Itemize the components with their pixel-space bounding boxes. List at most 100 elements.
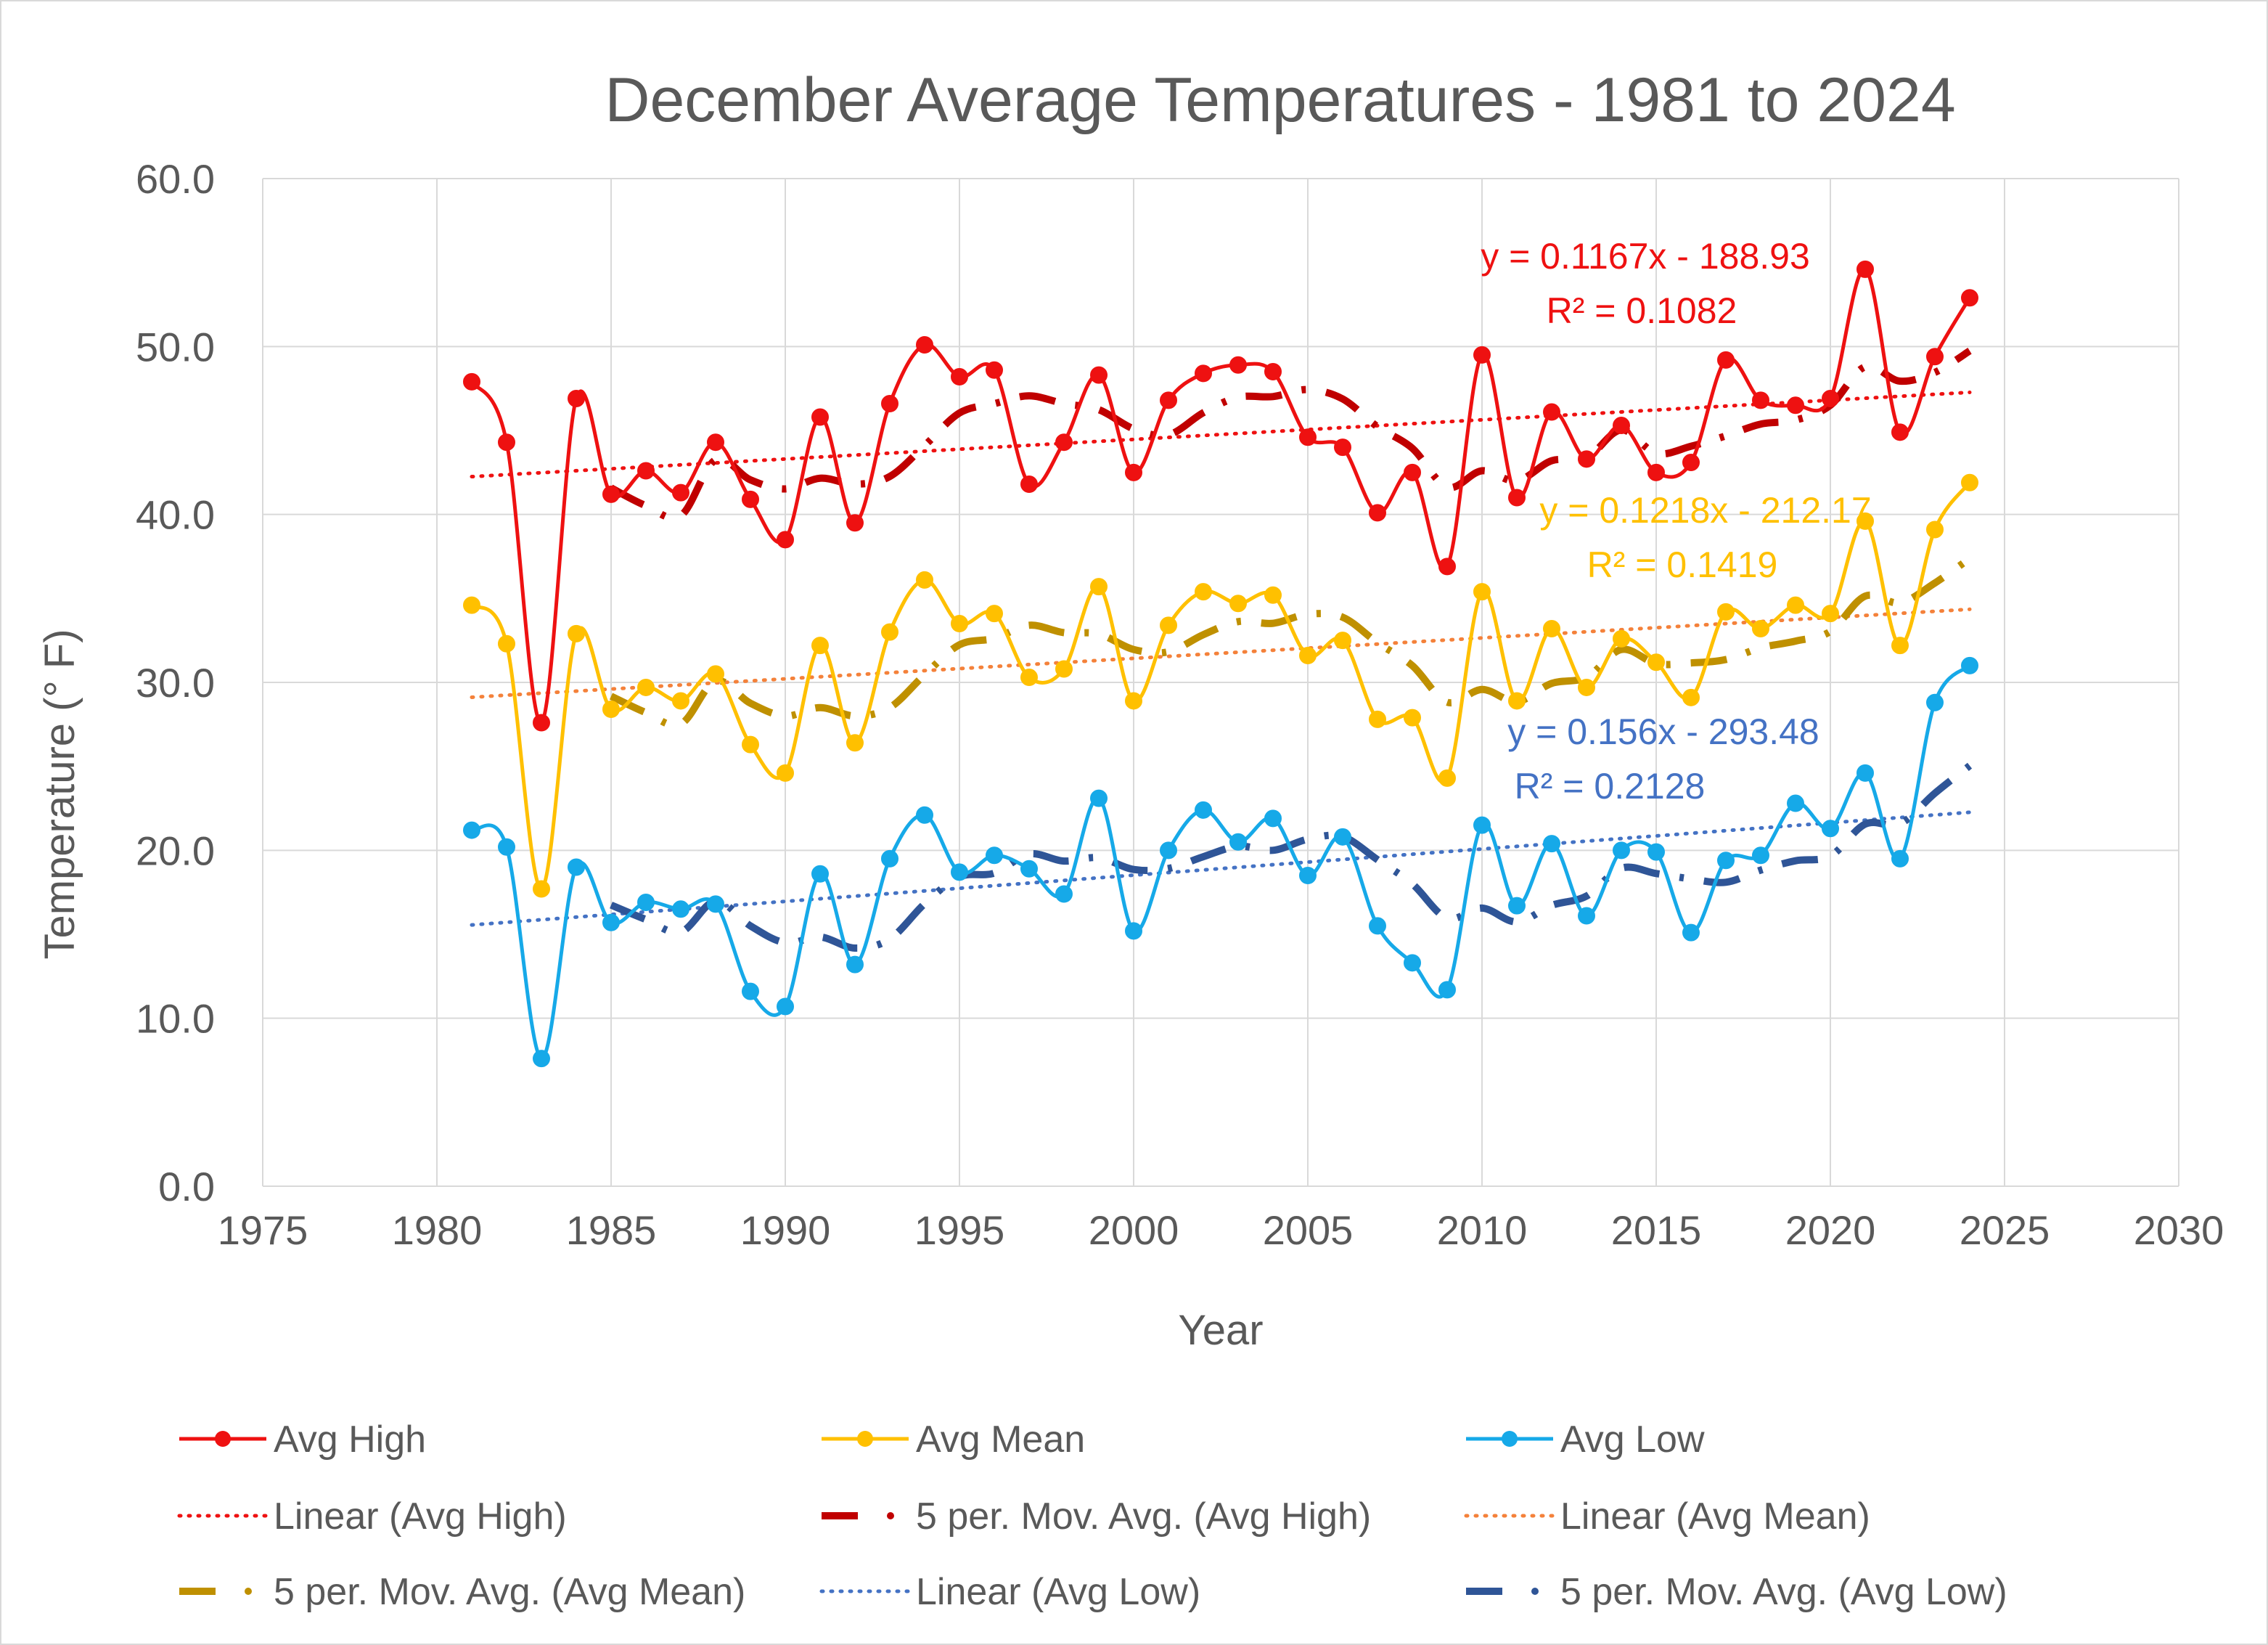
data-point-avg-low-1984	[568, 858, 585, 876]
data-point-avg-high-2004	[1264, 363, 1282, 381]
data-point-avg-low-2023	[1926, 693, 1944, 711]
data-point-avg-low-2018	[1752, 846, 1769, 865]
data-point-avg-mean-2007	[1369, 710, 1386, 728]
moving-average-5-per-mov-avg-avg-high	[609, 348, 1972, 522]
data-point-avg-mean-1997	[1020, 669, 1038, 687]
data-point-avg-mean-2003	[1229, 595, 1247, 613]
legend-label: Avg Low	[1560, 1419, 1705, 1461]
y-tick-label: 20.0	[136, 828, 215, 873]
data-series	[463, 260, 1978, 1068]
data-point-avg-high-2003	[1229, 356, 1247, 374]
data-point-avg-high-2005	[1299, 428, 1317, 446]
y-tick-label: 40.0	[136, 492, 215, 538]
data-point-avg-high-2006	[1334, 438, 1351, 457]
data-point-avg-high-2007	[1369, 504, 1386, 522]
data-point-avg-high-1986	[637, 462, 655, 480]
data-point-avg-low-1990	[777, 997, 794, 1016]
data-point-avg-high-2001	[1160, 391, 1177, 409]
x-tick-label: 2010	[1437, 1207, 1528, 1253]
y-tick-label: 10.0	[136, 996, 215, 1042]
x-tick-label: 1980	[392, 1207, 483, 1253]
data-point-avg-low-2002	[1195, 801, 1212, 819]
y-tick-label: 50.0	[136, 324, 215, 370]
legend-item-5-per-mov-avg-avg-low: 5 per. Mov. Avg. (Avg Low)	[1466, 1571, 2007, 1613]
legend-item-5-per-mov-avg-avg-high: 5 per. Mov. Avg. (Avg High)	[822, 1495, 1371, 1538]
data-point-avg-high-1999	[1090, 366, 1108, 384]
data-point-avg-high-1995	[951, 367, 968, 385]
data-point-avg-low-2003	[1229, 833, 1247, 851]
data-point-avg-mean-2004	[1264, 586, 1282, 604]
data-point-avg-mean-2009	[1438, 769, 1456, 787]
legend-item-avg-high: Avg High	[179, 1419, 426, 1461]
data-point-avg-low-1993	[881, 849, 898, 868]
data-point-avg-mean-2005	[1299, 646, 1317, 664]
data-point-avg-mean-1986	[637, 678, 655, 696]
data-point-avg-high-2015	[1647, 463, 1665, 481]
data-point-avg-low-1994	[916, 806, 933, 824]
data-point-avg-high-1994	[916, 336, 933, 354]
data-point-avg-low-1982	[498, 838, 515, 856]
data-point-avg-mean-1989	[742, 735, 759, 754]
data-point-avg-low-2015	[1647, 843, 1665, 861]
data-point-avg-low-2008	[1404, 954, 1421, 972]
data-point-avg-low-2022	[1891, 849, 1909, 868]
legend-swatch-marker	[857, 1431, 873, 1447]
data-point-avg-high-2020	[1822, 390, 1839, 408]
data-point-avg-mean-2016	[1682, 688, 1700, 706]
data-point-avg-high-2010	[1473, 346, 1491, 364]
x-tick-label: 1985	[566, 1207, 657, 1253]
data-point-avg-mean-1987	[672, 692, 689, 710]
data-point-avg-high-1991	[811, 408, 829, 426]
x-tick-label: 2030	[2134, 1207, 2224, 1253]
series-avg-high	[463, 260, 1978, 732]
data-point-avg-mean-2015	[1647, 653, 1665, 672]
legend-swatch-dot	[887, 1512, 894, 1519]
legend: Avg High Avg Mean Avg Low Linear (Avg High)…	[177, 1419, 2007, 1613]
data-point-avg-high-2016	[1682, 453, 1700, 471]
data-point-avg-high-2019	[1787, 396, 1804, 415]
legend-item-linear-avg-low: Linear (Avg Low)	[819, 1571, 1200, 1613]
data-point-avg-low-2012	[1543, 835, 1560, 853]
data-point-avg-high-2023	[1926, 348, 1944, 366]
data-point-avg-mean-1992	[846, 734, 864, 752]
trendline-linear-avg-high	[470, 390, 1972, 479]
data-point-avg-high-2012	[1543, 403, 1560, 421]
x-tick-label: 2000	[1089, 1207, 1179, 1253]
chart-title: December Average Temperatures - 1981 to …	[605, 65, 1955, 135]
data-point-avg-mean-2017	[1717, 603, 1735, 621]
y-tick-label: 60.0	[136, 156, 215, 202]
x-axis-label: Year	[1178, 1307, 1263, 1354]
data-point-avg-low-2017	[1717, 852, 1735, 870]
trendline-linear-avg-low	[470, 810, 1972, 927]
trendline-equation: y = 0.1218x - 212.17	[1539, 490, 1871, 531]
moving-average-5-per-mov-avg-avg-low	[610, 762, 1973, 952]
data-point-avg-mean-2006	[1334, 632, 1351, 650]
data-point-avg-low-1989	[742, 982, 759, 1000]
data-point-avg-low-1987	[672, 900, 689, 918]
data-point-avg-low-1998	[1055, 885, 1073, 903]
legend-item-linear-avg-mean: Linear (Avg Mean)	[1464, 1495, 1870, 1538]
data-point-avg-mean-2022	[1891, 637, 1909, 655]
data-point-avg-low-1996	[986, 846, 1003, 865]
data-point-avg-low-1992	[846, 955, 864, 973]
data-point-avg-low-1997	[1020, 860, 1038, 878]
data-point-avg-mean-2023	[1926, 521, 1944, 539]
data-point-avg-mean-1996	[986, 605, 1003, 623]
legend-label: Linear (Avg Mean)	[1560, 1495, 1870, 1538]
data-point-avg-mean-2020	[1822, 605, 1839, 623]
data-point-avg-low-1983	[533, 1050, 550, 1068]
data-point-avg-mean-1990	[777, 764, 794, 782]
x-tick-label: 2015	[1611, 1207, 1702, 1253]
data-point-avg-mean-2012	[1543, 619, 1560, 637]
legend-swatch-marker	[215, 1431, 231, 1447]
axis-ticks: 1975 1980 1985 1990 1995 2000 2005 2010 2015 2020…	[136, 156, 2224, 1253]
x-tick-label: 2005	[1263, 1207, 1354, 1253]
data-point-avg-mean-1999	[1090, 578, 1108, 596]
data-point-avg-low-2000	[1125, 922, 1142, 940]
legend-swatch-dot	[245, 1588, 252, 1595]
data-point-avg-low-1999	[1090, 789, 1108, 807]
data-point-avg-high-2013	[1578, 450, 1595, 468]
data-point-avg-mean-1981	[463, 596, 480, 614]
data-point-avg-low-2004	[1264, 809, 1282, 828]
